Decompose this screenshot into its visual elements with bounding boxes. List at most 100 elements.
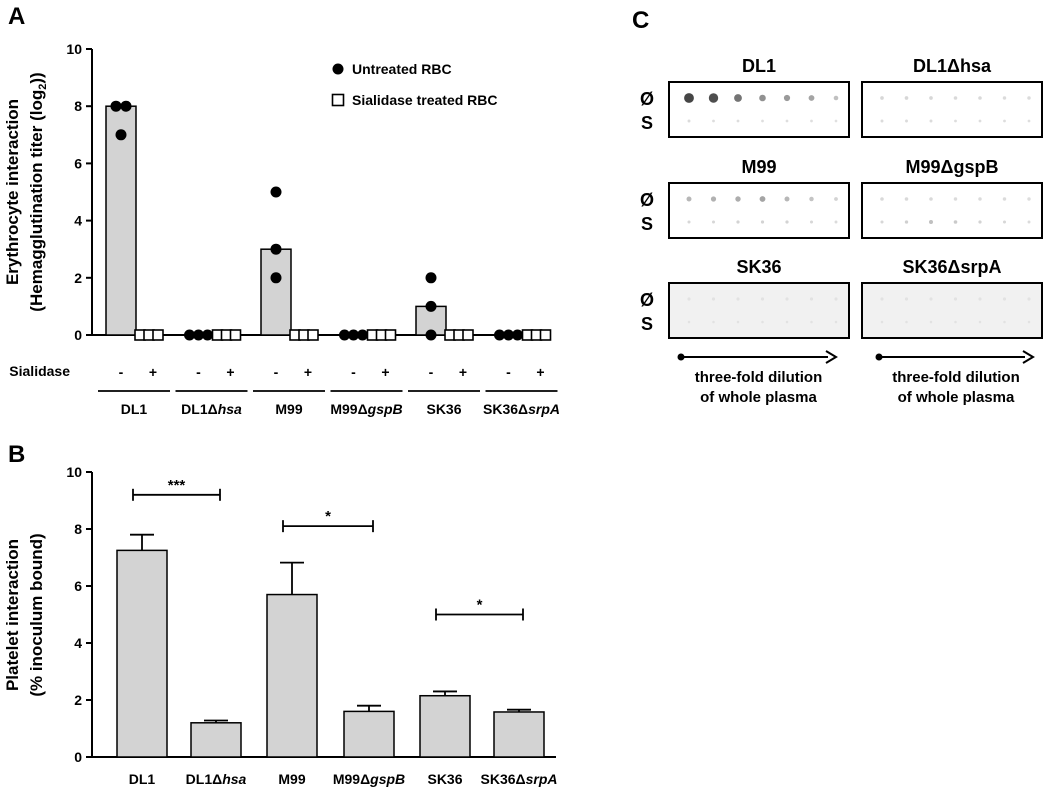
panel-c-spot — [810, 320, 813, 324]
panel-c-spot — [929, 320, 933, 324]
panel-c-row-label-sialidase: S — [641, 214, 653, 234]
panel-c-spot — [1002, 297, 1007, 301]
panel-a-point-sialidase — [462, 329, 474, 341]
panel-a-sialidase-minus: - — [119, 364, 124, 380]
panel-c-row-label-sialidase: S — [641, 113, 653, 133]
panel-b-ytick-label: 6 — [74, 578, 82, 594]
panel-c-spot — [954, 119, 957, 123]
panel-c-blot-box — [861, 182, 1043, 239]
panel-a-point-untreated — [503, 329, 514, 341]
panel-c-spot — [735, 196, 741, 202]
panel-c-spot — [810, 119, 813, 123]
panel-a-point-untreated — [425, 300, 437, 312]
panel-a-chart: Erythrocyte interaction (Hemagglutinatio… — [3, 41, 560, 417]
panel-c-spot — [929, 119, 933, 123]
panel-c-spot — [784, 196, 790, 202]
panel-c-spot — [929, 197, 933, 201]
panel-c-row-label-untreated: Ø — [640, 190, 654, 210]
panel-c-blot-title: DL1Δhsa — [913, 56, 992, 76]
panel-c-spot — [684, 93, 694, 103]
panel-c-spot — [904, 220, 909, 224]
panel-c-spot — [1027, 197, 1031, 201]
panel-c-spot — [785, 119, 789, 123]
panel-a-point-sialidase — [307, 329, 319, 341]
panel-c-spot — [687, 220, 691, 224]
panel-c-spot — [953, 220, 958, 224]
panel-a-sialidase-minus: - — [274, 364, 279, 380]
panel-c-spot — [736, 119, 740, 123]
panel-c-blot-title: M99 — [741, 157, 776, 177]
panel-c-spot — [711, 220, 716, 224]
panel-c-spot — [761, 119, 764, 123]
panel-c-spot — [880, 119, 884, 123]
panel-b-significance-label: * — [325, 508, 331, 525]
panel-c-spot — [833, 95, 839, 101]
panel-c-row-label-untreated: Ø — [640, 89, 654, 109]
panel-a-category-label: SK36 — [426, 401, 461, 417]
panel-a-sialidase-minus: - — [196, 364, 201, 380]
legend-marker-untreated — [332, 63, 344, 75]
panel-c-spot — [687, 119, 691, 123]
panel-c-spot — [978, 96, 982, 100]
panel-a-category-label: DL1Δhsa — [181, 401, 242, 417]
panel-c-spot — [734, 94, 742, 102]
panel-a-sialidase-plus: + — [304, 364, 312, 380]
panel-a-point-sialidase — [229, 329, 242, 341]
panel-c-dilution-line1: three-fold dilution — [892, 369, 1019, 386]
panel-b-significance-label: * — [477, 597, 483, 614]
panel-c-spot — [1002, 197, 1007, 201]
panel-c-spot — [736, 320, 740, 324]
panel-c-dilution-line2: of whole plasma — [898, 389, 1015, 406]
panel-b-chart: Platelet interaction (% inoculum bound) … — [3, 464, 558, 787]
panel-c-spot — [978, 320, 982, 324]
panel-c-row-label-sialidase: S — [641, 314, 653, 334]
panel-c-spot — [809, 220, 814, 224]
panel-c-spot — [953, 96, 958, 100]
panel-a-point-untreated — [425, 272, 437, 284]
panel-c-spot — [1003, 320, 1006, 324]
panel-c-spot — [953, 297, 958, 301]
panel-c-blot-title: SK36ΔsrpA — [903, 257, 1002, 277]
panel-a-point-untreated — [120, 100, 132, 112]
panel-c-spot — [834, 297, 838, 301]
panel-c-spot — [904, 96, 909, 100]
panel-c-spot — [736, 297, 740, 301]
panel-c-spot — [759, 94, 766, 102]
panel-a-sialidase-minus: - — [351, 364, 356, 380]
panel-a-point-untreated — [193, 329, 204, 341]
legend-entry-untreated: Untreated RBC — [352, 61, 452, 77]
panel-b-ytick-label: 8 — [74, 521, 82, 537]
panel-c-spot — [1003, 119, 1006, 123]
panel-a-ylabel-line2: (Hemagglutination titer (log2)) — [27, 72, 49, 311]
panel-a-category-label: DL1 — [121, 401, 148, 417]
panel-c-spot — [880, 320, 884, 324]
panel-c-arrow-head — [1022, 350, 1035, 364]
panel-a-point-untreated — [270, 243, 282, 255]
panel-b-bar — [343, 710, 395, 758]
panel-b-category-label: DL1 — [129, 771, 156, 787]
panel-c-spot — [785, 297, 789, 301]
panel-c-spot — [1027, 297, 1031, 301]
panel-c-spot — [687, 320, 691, 324]
panel-a-point-untreated — [202, 329, 213, 341]
panel-a-point-sialidase — [384, 329, 397, 341]
panel-a-ytick-label: 10 — [66, 41, 82, 57]
panel-a-ytick-label: 2 — [74, 270, 82, 286]
panel-c-spot — [880, 197, 884, 201]
panel-b-letter: B — [8, 441, 25, 468]
panel-c-spot — [978, 197, 982, 201]
panel-a-treatment-label: Sialidase — [9, 363, 70, 379]
panel-c-spot — [834, 320, 838, 324]
panel-b-bar — [419, 694, 471, 758]
panel-a-point-untreated — [339, 329, 350, 341]
panel-c-blot-box — [861, 81, 1043, 138]
panel-a-ytick-label: 6 — [74, 155, 82, 171]
panel-a-sialidase-plus: + — [149, 364, 157, 380]
panel-c-blots: DL1ØSDL1ΔhsaM99ØSM99ΔgspBSK36ØSSK36ΔsrpA… — [640, 56, 1043, 406]
panel-a-point-untreated — [184, 329, 195, 341]
panel-a-point-untreated — [425, 329, 437, 341]
panel-c-spot — [712, 119, 715, 123]
panel-c-spot — [809, 196, 814, 202]
panel-c-arrow-head — [825, 350, 838, 364]
